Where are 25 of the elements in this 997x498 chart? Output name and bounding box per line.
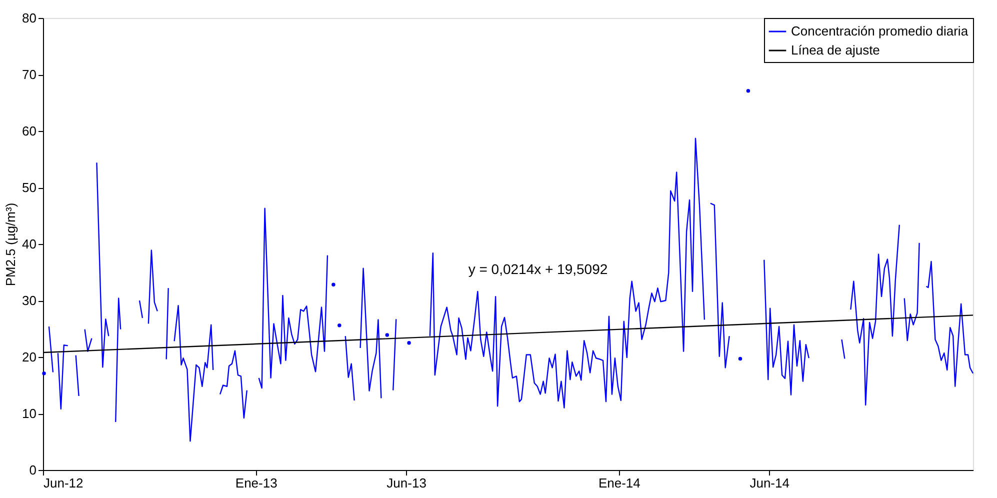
y-tick-label: 50 — [22, 180, 36, 195]
y-tick-label: 10 — [22, 406, 36, 421]
y-tick-label: 40 — [22, 236, 36, 252]
point — [385, 333, 390, 337]
annotation: y = 0,0214x + 19,5092 — [468, 261, 608, 277]
legend-label: Línea de ajuste — [791, 42, 880, 58]
x-tick-label: Ene-14 — [598, 476, 640, 490]
point — [746, 89, 750, 93]
y-axis-title: PM2.5 (µg/m³) — [3, 202, 18, 286]
point — [42, 372, 46, 376]
y-tick-label: 20 — [22, 350, 36, 364]
legend-label: Concentración promedio diaria — [791, 24, 969, 38]
point — [332, 282, 336, 287]
y-tick-label: 0 — [29, 462, 36, 478]
point — [338, 323, 342, 328]
x-tick-label: Ene-13 — [235, 476, 278, 490]
y-tick-label: 80 — [22, 10, 36, 26]
y-tick-label: 30 — [22, 293, 36, 308]
point — [738, 356, 742, 361]
y-tick-label: 60 — [22, 124, 36, 138]
x-tick-label: Jun-14 — [750, 476, 790, 490]
x-tick-label: Jun-12 — [44, 476, 84, 490]
x-tick-label: Jun-13 — [386, 476, 426, 490]
y-tick-label: 70 — [22, 67, 36, 82]
point — [407, 341, 411, 345]
